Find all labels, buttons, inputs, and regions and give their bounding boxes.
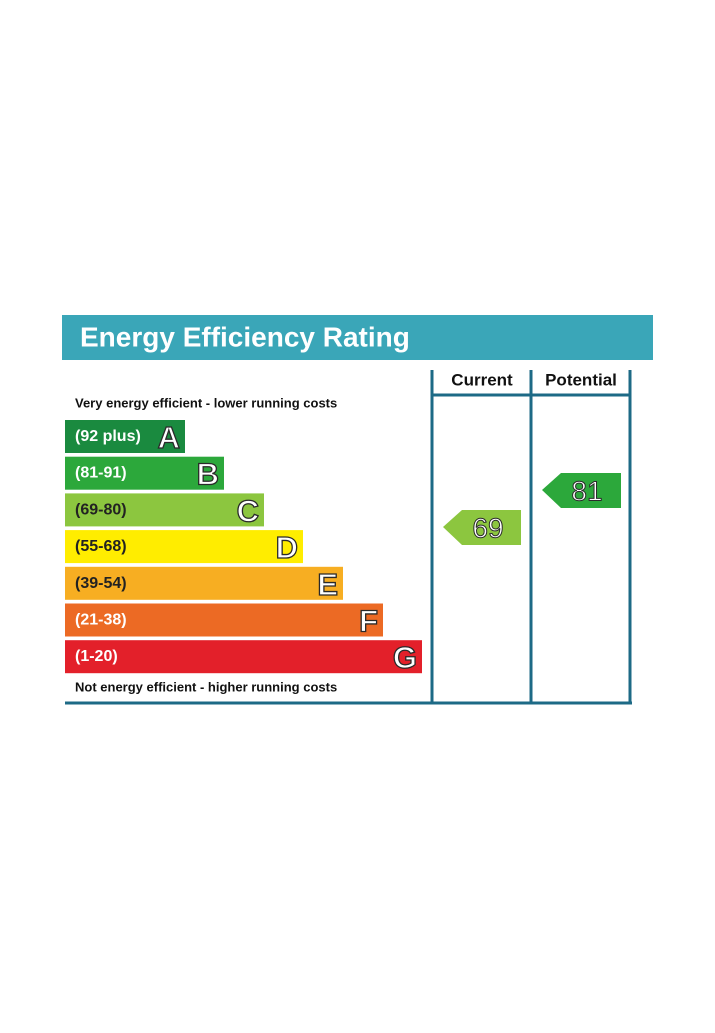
band-letter: C <box>237 493 259 528</box>
band-range: (92 plus) <box>75 428 141 445</box>
band-letter: G <box>393 640 417 675</box>
band-range: (21-38) <box>75 612 127 629</box>
band-letter: A <box>158 420 180 455</box>
header-bar <box>62 315 653 360</box>
band <box>65 420 185 453</box>
potential-score: 81 <box>571 476 602 507</box>
column-header: Potential <box>545 371 617 390</box>
current-arrow <box>443 510 521 545</box>
band <box>65 566 343 600</box>
band <box>65 603 383 637</box>
band-range: (39-54) <box>75 575 127 592</box>
band <box>65 640 422 674</box>
top-note: Very energy efficient - lower running co… <box>75 396 337 411</box>
band <box>65 530 303 564</box>
band-range: (55-68) <box>75 538 127 555</box>
bottom-note: Not energy efficient - higher running co… <box>75 680 337 695</box>
band-range: (81-91) <box>75 465 127 482</box>
title: Energy Efficiency Rating <box>80 322 410 353</box>
band-range: (69-80) <box>75 501 127 518</box>
band-range: (1-20) <box>75 648 118 665</box>
bands: (92 plus) A (81-91) B (69-80) C (55-68) D (39-54… <box>65 419 422 676</box>
band-letter: E <box>317 567 338 602</box>
band-letter: B <box>197 457 219 492</box>
band <box>65 493 264 527</box>
band-letter: F <box>359 604 378 639</box>
current-score: 69 <box>472 513 503 544</box>
band-letter: D <box>276 530 298 565</box>
potential-arrow <box>542 473 621 508</box>
column-header: Current <box>451 371 513 390</box>
band <box>65 456 224 490</box>
